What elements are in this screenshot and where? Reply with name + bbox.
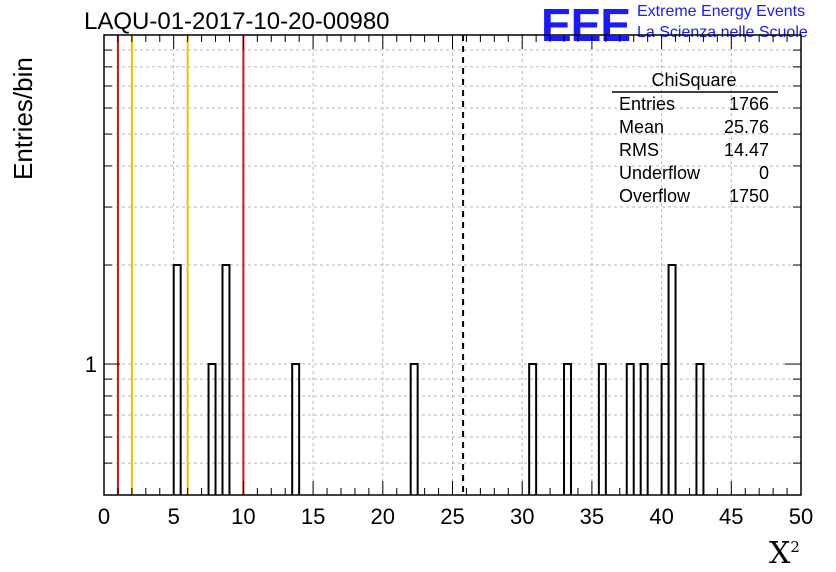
chart-title: LAQU-01-2017-10-20-00980 — [84, 8, 390, 35]
histogram-bin — [597, 363, 607, 495]
logo-text-line-1: Extreme Energy Events — [637, 3, 806, 20]
x-tick-label: 25 — [440, 504, 464, 529]
stats-box: ChiSquare Entries 1766 Mean 25.76 RMS 14.47 Und… — [612, 70, 778, 206]
x-tick-label: 5 — [168, 504, 180, 529]
x-axis-title-symbol: X — [769, 536, 791, 571]
stats-value: 1750 — [729, 186, 769, 206]
histogram-bin — [625, 363, 635, 495]
y-tick-label: 1 — [85, 352, 97, 377]
histogram-bin — [207, 363, 217, 495]
x-tick-label: 30 — [510, 504, 534, 529]
histogram-bin — [291, 363, 301, 495]
axes-layer: 0 5 10 15 20 25 30 35 40 45 50 1 — [85, 34, 813, 529]
x-axis-title-superscript: 2 — [790, 538, 800, 556]
histogram-bin — [528, 363, 538, 495]
x-tick-label: 40 — [649, 504, 673, 529]
stats-value: 14.47 — [724, 140, 769, 160]
histogram-bin — [172, 264, 182, 495]
stats-label: Entries — [619, 94, 675, 114]
histogram-bin — [221, 264, 231, 495]
x-tick-label: 20 — [371, 504, 395, 529]
x-tick-label: 45 — [719, 504, 743, 529]
stats-label: RMS — [619, 140, 659, 160]
stats-value: 25.76 — [724, 117, 769, 137]
reference-lines — [116, 35, 465, 495]
x-tick-label: 10 — [231, 504, 255, 529]
x-tick-label: 50 — [789, 504, 813, 529]
histogram-bin — [667, 264, 677, 495]
grid-layer — [104, 35, 801, 495]
logo-text-line-2: La Scienza nelle Scuole — [637, 24, 808, 41]
x-tick-label: 0 — [98, 504, 110, 529]
histogram-bin — [563, 363, 572, 495]
histogram-bin — [409, 363, 419, 495]
histogram-bin — [695, 363, 705, 495]
stats-value: 1766 — [729, 94, 769, 114]
stats-value: 0 — [759, 163, 769, 183]
x-tick-label: 15 — [301, 504, 325, 529]
histogram-bin — [660, 363, 670, 495]
stats-title: ChiSquare — [651, 70, 736, 90]
x-axis-title: X2 — [769, 536, 800, 571]
stats-label: Overflow — [619, 186, 691, 206]
eee-logo: EEE — [541, 0, 631, 51]
histogram-bars — [172, 264, 705, 495]
histogram-bin — [639, 363, 649, 495]
stats-label: Underflow — [619, 163, 701, 183]
x-tick-label: 35 — [580, 504, 604, 529]
stats-label: Mean — [619, 117, 664, 137]
